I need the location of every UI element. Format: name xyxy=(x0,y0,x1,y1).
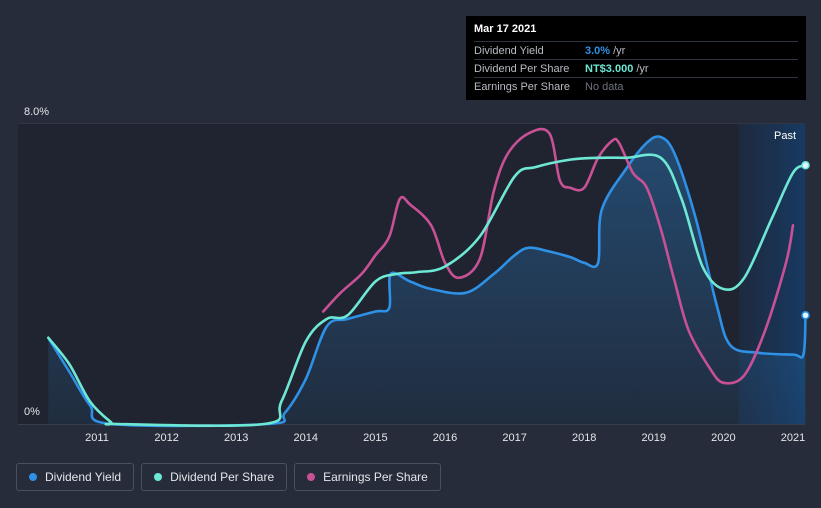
legend-item-earnings-per-share[interactable]: Earnings Per Share xyxy=(294,463,441,491)
x-tick-label: 2011 xyxy=(85,432,109,444)
tooltip-label: Dividend Per Share xyxy=(474,62,570,75)
tooltip-row-dividend-yield: Dividend Yield 3.0% /yr xyxy=(474,41,798,59)
earnings-per-share-line xyxy=(321,127,795,385)
legend-label: Earnings Per Share xyxy=(323,470,428,484)
legend-dot-icon xyxy=(29,473,37,481)
chart-tooltip: Mar 17 2021 Dividend Yield 3.0% /yr Divi… xyxy=(466,16,806,100)
legend-item-dividend-yield[interactable]: Dividend Yield xyxy=(16,463,135,491)
x-tick-label: 2016 xyxy=(433,432,457,444)
x-tick-label: 2013 xyxy=(224,432,248,444)
past-label: Past xyxy=(774,130,797,142)
legend-dot-icon xyxy=(154,473,163,481)
endpoint-marker xyxy=(801,311,810,320)
tooltip-value: 3.0% xyxy=(585,44,611,57)
tooltip-label: Dividend Yield xyxy=(474,44,544,57)
tooltip-date: Mar 17 2021 xyxy=(474,23,537,35)
tooltip-unit: /yr xyxy=(636,62,649,75)
tooltip-row-earnings-per-share: Earnings Per Share No data xyxy=(474,77,798,95)
legend-label: Dividend Per Share xyxy=(170,470,275,484)
dividend-per-share-line xyxy=(47,153,807,428)
x-tick-label: 2019 xyxy=(642,432,666,444)
y-tick-top: 8.0% xyxy=(24,106,50,118)
tooltip-value: No data xyxy=(585,80,624,93)
legend-dot-icon xyxy=(307,473,316,481)
endpoint-marker xyxy=(801,161,810,170)
x-tick-label: 2017 xyxy=(502,432,526,444)
legend-item-dividend-per-share[interactable]: Dividend Per Share xyxy=(141,463,288,491)
x-tick-label: 2015 xyxy=(363,432,387,444)
legend-label: Dividend Yield xyxy=(45,470,122,484)
tooltip-unit: /yr xyxy=(613,44,626,57)
tooltip-row-dividend-per-share: Dividend Per Share NT$3.000 /yr xyxy=(474,59,798,77)
dividend-yield-area xyxy=(48,136,806,426)
x-tick-label: 2018 xyxy=(572,432,596,444)
tooltip-value: NT$3.000 xyxy=(585,62,634,75)
series-layer xyxy=(47,127,810,428)
x-tick-label: 2021 xyxy=(781,432,805,444)
y-tick-bottom: 0% xyxy=(24,406,40,418)
x-tick-label: 2014 xyxy=(294,432,318,444)
chart-legend: Dividend Yield Dividend Per Share Earnin… xyxy=(16,463,448,491)
tooltip-label: Earnings Per Share xyxy=(474,80,570,93)
dividend-yield-line xyxy=(47,135,807,428)
x-tick-label: 2020 xyxy=(711,432,735,444)
x-tick-label: 2012 xyxy=(154,432,178,444)
x-axis: 2011 2012 2013 2014 2015 2016 2017 2018 2019 2020… xyxy=(85,432,805,444)
